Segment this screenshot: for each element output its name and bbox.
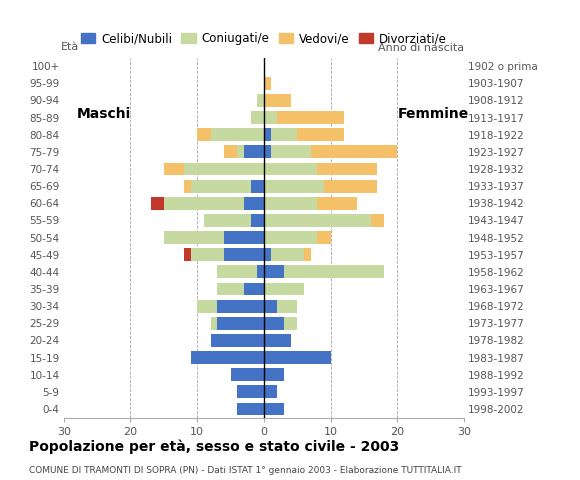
Bar <box>204 214 251 227</box>
Bar <box>264 94 291 107</box>
Bar <box>297 128 344 141</box>
Bar <box>217 317 264 330</box>
Bar <box>264 197 317 210</box>
Bar <box>217 265 257 278</box>
Bar <box>230 368 264 381</box>
Bar <box>264 300 277 312</box>
Bar <box>164 163 184 176</box>
Bar <box>264 128 270 141</box>
Bar <box>217 283 244 296</box>
Bar <box>311 145 397 158</box>
Bar <box>264 214 371 227</box>
Bar <box>211 334 264 347</box>
Bar <box>264 163 317 176</box>
Bar <box>244 145 264 158</box>
Bar <box>217 300 264 312</box>
Bar <box>197 300 217 312</box>
Bar <box>264 248 270 261</box>
Text: Femmine: Femmine <box>397 107 469 121</box>
Text: Anno di nascita: Anno di nascita <box>378 43 464 53</box>
Text: Maschi: Maschi <box>77 107 132 121</box>
Bar <box>224 248 264 261</box>
Bar <box>264 111 277 124</box>
Bar <box>284 265 384 278</box>
Bar <box>224 145 237 158</box>
Bar <box>257 94 264 107</box>
Bar <box>244 197 264 210</box>
Bar <box>237 385 264 398</box>
Bar <box>190 248 224 261</box>
Bar <box>224 231 264 244</box>
Bar <box>164 231 224 244</box>
Text: Età: Età <box>60 42 79 52</box>
Bar <box>317 163 377 176</box>
Bar <box>244 283 264 296</box>
Bar <box>264 231 317 244</box>
Bar <box>184 248 190 261</box>
Bar <box>237 403 264 416</box>
Bar <box>264 317 284 330</box>
Bar <box>264 403 284 416</box>
Bar <box>270 248 304 261</box>
Bar <box>164 197 244 210</box>
Bar <box>264 368 284 381</box>
Bar <box>184 163 264 176</box>
Bar <box>237 145 244 158</box>
Bar <box>251 111 264 124</box>
Bar <box>304 248 311 261</box>
Bar <box>190 351 264 364</box>
Bar <box>264 77 270 90</box>
Bar <box>264 334 291 347</box>
Bar <box>371 214 384 227</box>
Bar <box>264 385 277 398</box>
Bar <box>264 265 284 278</box>
Bar <box>184 180 190 192</box>
Bar <box>277 111 344 124</box>
Bar <box>197 128 211 141</box>
Bar <box>324 180 377 192</box>
Bar <box>251 214 264 227</box>
Bar <box>211 317 217 330</box>
Bar <box>211 128 264 141</box>
Bar <box>257 265 264 278</box>
Bar <box>264 351 331 364</box>
Bar <box>284 317 297 330</box>
Bar <box>270 145 311 158</box>
Bar <box>317 231 331 244</box>
Bar <box>251 180 264 192</box>
Bar <box>317 197 357 210</box>
Text: COMUNE DI TRAMONTI DI SOPRA (PN) - Dati ISTAT 1° gennaio 2003 - Elaborazione TUT: COMUNE DI TRAMONTI DI SOPRA (PN) - Dati … <box>29 466 462 475</box>
Bar <box>264 283 304 296</box>
Bar <box>264 180 324 192</box>
Legend: Celibi/Nubili, Coniugati/e, Vedovi/e, Divorziati/e: Celibi/Nubili, Coniugati/e, Vedovi/e, Di… <box>76 27 452 50</box>
Bar <box>190 180 251 192</box>
Bar <box>150 197 164 210</box>
Text: Popolazione per età, sesso e stato civile - 2003: Popolazione per età, sesso e stato civil… <box>29 439 399 454</box>
Bar <box>270 128 297 141</box>
Bar <box>264 145 270 158</box>
Bar <box>277 300 297 312</box>
